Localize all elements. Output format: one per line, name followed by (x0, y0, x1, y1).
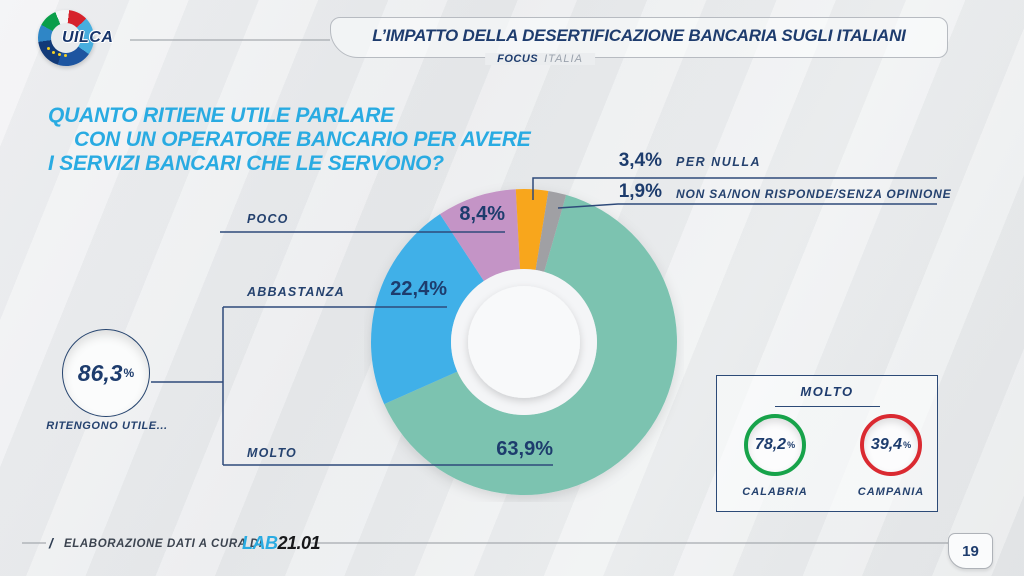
page-number-badge: 19 (948, 533, 993, 569)
donut-hole-inner (468, 286, 580, 398)
footer-slash: / (49, 535, 53, 551)
question-line-1: QUANTO RITIENE UTILE PARLARE (48, 104, 394, 127)
focus-value: ITALIA (544, 53, 583, 65)
label-molto: MOLTO (247, 446, 297, 460)
focus-subtitle: FOCUS ITALIA (485, 53, 595, 65)
value-non-sa: 1,9% (618, 181, 662, 202)
summary-unit: % (123, 366, 135, 380)
footer-credit: ELABORAZIONE DATI A CURA DI (64, 538, 263, 550)
donut-slice-abbastanza (370, 214, 484, 405)
campania-label: CAMPANIA (857, 486, 925, 498)
label-per-nulla: PER NULLA (676, 155, 762, 169)
campania-value: 39,4 (870, 436, 903, 453)
summary-caption: RITENGONO UTILE... (46, 420, 168, 432)
question-text: QUANTO RITIENE UTILE PARLARE CON UN OPER… (48, 104, 548, 176)
focus-label: FOCUS (497, 53, 539, 65)
question-line-3: I SERVIZI BANCARI CHE LE SERVONO? (48, 152, 444, 175)
regional-panel-title: MOLTO (800, 384, 854, 399)
slide-title: L’IMPATTO DELLA DESERTIFICAZIONE BANCARI… (372, 25, 906, 45)
label-non-sa: NON SA/NON RISPONDE/SENZA OPINIONE (676, 187, 952, 201)
calabria-label: CALABRIA (742, 486, 808, 498)
value-molto: 63,9% (496, 438, 553, 460)
donut-slice-poco (439, 189, 521, 281)
donut-chart (370, 188, 677, 496)
title-box: L’IMPATTO DELLA DESERTIFICAZIONE BANCARI… (330, 17, 948, 65)
regional-panel-rule (775, 406, 880, 407)
donut-slices (370, 188, 677, 496)
summary-stat-circle: 86,3% (62, 329, 150, 417)
summary-value: 86,3 (77, 359, 123, 386)
lab2101-logo-blue: LAB (242, 533, 278, 553)
campania-unit: % (903, 440, 912, 450)
campania-stat-circle: 39,4% (860, 414, 922, 476)
value-abbastanza: 22,4% (390, 278, 447, 300)
donut-slice-non-sa-non-risponde-senza-opinione (535, 190, 567, 272)
value-poco: 8,4% (459, 203, 505, 225)
regional-panel: MOLTO 78,2% 39,4% CALABRIA CAMPANIA (716, 375, 938, 512)
calabria-stat-circle: 78,2% (744, 414, 806, 476)
uilca-logo-text: UILCA (62, 29, 114, 46)
label-poco: POCO (247, 212, 289, 226)
donut-slice-per-nulla (515, 188, 549, 270)
lab2101-logo-dark: 21.01 (277, 533, 321, 553)
donut-slice-molto (384, 194, 677, 496)
lab2101-logo: LAB21.01 (242, 533, 321, 554)
uilca-logo: UILCA (33, 5, 158, 71)
question-line-2: CON UN OPERATORE BANCARIO PER AVERE (74, 128, 531, 151)
calabria-unit: % (787, 440, 796, 450)
value-per-nulla: 3,4% (618, 150, 662, 171)
calabria-value: 78,2 (754, 436, 787, 453)
eu-stars-icon (47, 47, 50, 50)
label-abbastanza: ABBASTANZA (247, 285, 345, 299)
